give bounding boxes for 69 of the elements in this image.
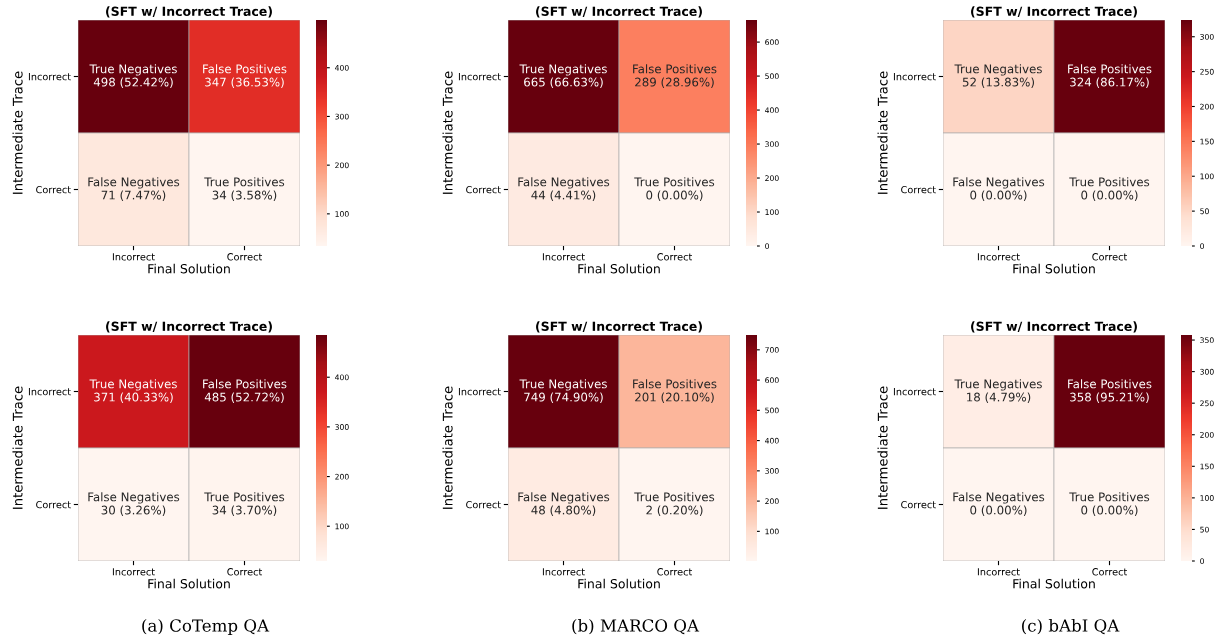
x-tick-label: Correct <box>1092 253 1128 261</box>
x-axis-title: Final Solution <box>1013 263 1095 274</box>
x-axis-title: Final Solution <box>1013 578 1095 589</box>
data-label: False Negatives 30 (3.26%) <box>88 492 180 516</box>
x-axis-title: Final Solution <box>148 578 230 589</box>
x-axis-title: Final Solution <box>578 578 660 589</box>
y-tick-label: Incorrect <box>28 73 71 81</box>
data-label: False Negatives 0 (0.00%) <box>953 177 1045 201</box>
data-label: False Positives 485 (52.72%) <box>203 379 287 403</box>
data-label: True Negatives 498 (52.42%) <box>89 64 177 88</box>
x-tick-label: Correct <box>227 253 263 261</box>
data-label: False Positives 358 (95.21%) <box>1068 379 1152 403</box>
text: (a) CoTemp QA <box>142 618 270 636</box>
x-tick-label: Correct <box>657 253 693 261</box>
y-tick-label: Incorrect <box>28 388 71 396</box>
y-axis-title: Intermediate Trace <box>877 71 888 194</box>
chart-title: (SFT w/ Incorrect Trace) <box>971 321 1137 333</box>
x-tick-label: Incorrect <box>542 253 585 261</box>
data-label: True Negatives 52 (13.83%) <box>954 64 1042 88</box>
x-tick-label: Incorrect <box>112 253 155 261</box>
chart-title: (SFT w/ Incorrect Trace) <box>106 321 272 333</box>
data-label: True Positives 0 (0.00%) <box>634 177 715 201</box>
x-tick-label: Correct <box>657 568 693 576</box>
text: (b) MARCO QA <box>572 618 700 635</box>
data-label: False Negatives 71 (7.47%) <box>88 177 180 201</box>
chart-title: (SFT w/ Incorrect Trace) <box>971 6 1137 18</box>
x-tick-label: Correct <box>227 568 263 576</box>
y-tick-label: Correct <box>36 500 71 509</box>
data-label: False Negatives 44 (4.41%) <box>518 177 610 201</box>
y-tick-label: Incorrect <box>893 73 936 81</box>
text: (c) bAbI QA <box>1022 618 1120 635</box>
data-label: False Negatives 48 (4.80%) <box>518 492 610 516</box>
x-axis-title: Final Solution <box>148 263 230 274</box>
y-axis-title: Intermediate Trace <box>12 386 23 509</box>
x-tick-label: Incorrect <box>977 253 1020 261</box>
x-tick-label: Incorrect <box>112 568 155 576</box>
data-label: False Positives 289 (28.96%) <box>633 64 717 88</box>
y-tick-label: Correct <box>466 500 501 509</box>
y-tick-label: Incorrect <box>458 388 501 396</box>
data-label: True Negatives 749 (74.90%) <box>519 379 607 403</box>
data-label: False Negatives 0 (0.00%) <box>953 492 1045 516</box>
data-label: False Positives 324 (86.17%) <box>1068 64 1152 88</box>
data-label: True Positives 2 (0.20%) <box>634 492 715 516</box>
chart-title: (SFT w/ Incorrect Trace) <box>536 6 702 18</box>
x-tick-label: Correct <box>1092 568 1128 576</box>
data-label: True Negatives 665 (66.63%) <box>519 64 607 88</box>
data-label: True Negatives 371 (40.33%) <box>89 379 177 403</box>
data-label: True Negatives 18 (4.79%) <box>954 379 1042 403</box>
y-tick-label: Correct <box>36 185 71 194</box>
x-tick-label: Incorrect <box>977 568 1020 576</box>
y-tick-label: Correct <box>901 185 936 194</box>
data-label: True Positives 0 (0.00%) <box>1069 177 1150 201</box>
y-tick-label: Incorrect <box>458 73 501 81</box>
data-label: True Positives 0 (0.00%) <box>1069 492 1150 516</box>
y-axis-title: Intermediate Trace <box>12 71 23 194</box>
chart-title: (SFT w/ Incorrect Trace) <box>106 6 272 18</box>
data-label: True Positives 34 (3.70%) <box>204 492 285 516</box>
x-axis-title: Final Solution <box>578 263 660 274</box>
data-label: False Positives 201 (20.10%) <box>633 379 717 403</box>
data-label: True Positives 34 (3.58%) <box>204 177 285 201</box>
y-tick-label: Correct <box>901 500 936 509</box>
y-axis-title: Intermediate Trace <box>442 71 453 194</box>
y-tick-label: Incorrect <box>893 388 936 396</box>
y-tick-label: Correct <box>466 185 501 194</box>
y-axis-title: Intermediate Trace <box>877 386 888 509</box>
y-axis-title: Intermediate Trace <box>442 386 453 509</box>
x-tick-label: Incorrect <box>542 568 585 576</box>
chart-title: (SFT w/ Incorrect Trace) <box>536 321 702 333</box>
data-label: False Positives 347 (36.53%) <box>203 64 287 88</box>
